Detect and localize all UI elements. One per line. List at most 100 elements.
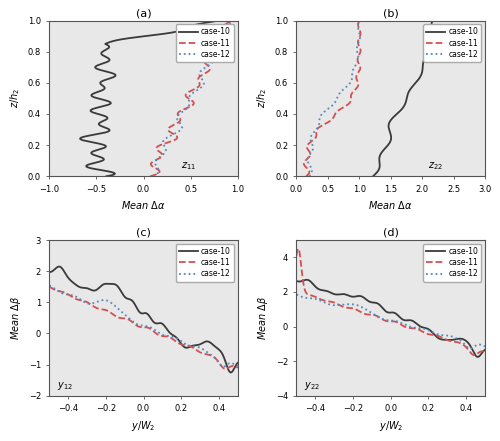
case-12 xyxy=(356,18,362,23)
case-12 xyxy=(158,332,164,337)
case-10 xyxy=(412,81,418,86)
case-11 xyxy=(478,349,484,354)
case-12 xyxy=(406,324,411,329)
X-axis label: Mean $\Delta\alpha$: Mean $\Delta\alpha$ xyxy=(121,199,166,211)
Title: (d): (d) xyxy=(383,228,398,238)
case-11 xyxy=(148,327,154,332)
case-11 xyxy=(294,253,300,258)
case-11 xyxy=(158,333,164,339)
Title: (c): (c) xyxy=(136,228,151,238)
case-11 xyxy=(348,99,354,104)
case-12 xyxy=(148,325,154,330)
Line: case-11: case-11 xyxy=(50,287,238,369)
case-10 xyxy=(384,309,390,314)
Legend: case-10, case-11, case-12: case-10, case-11, case-12 xyxy=(176,24,234,62)
case-10 xyxy=(448,337,454,343)
case-10 xyxy=(216,18,222,23)
case-12 xyxy=(214,46,220,51)
Line: case-10: case-10 xyxy=(50,266,238,373)
case-10 xyxy=(403,99,409,104)
Title: (b): (b) xyxy=(383,8,398,19)
Y-axis label: Mean $\Delta\beta$: Mean $\Delta\beta$ xyxy=(9,296,23,340)
Line: case-11: case-11 xyxy=(296,249,485,355)
case-10 xyxy=(94,90,100,95)
case-11 xyxy=(230,363,236,369)
case-11 xyxy=(186,90,192,95)
case-11 xyxy=(355,81,361,86)
case-11 xyxy=(196,81,202,86)
case-12 xyxy=(201,81,207,86)
Line: case-12: case-12 xyxy=(308,20,360,176)
case-11 xyxy=(384,319,390,324)
case-11 xyxy=(235,365,241,370)
case-12 xyxy=(230,361,236,366)
Line: case-11: case-11 xyxy=(150,20,232,176)
Line: case-10: case-10 xyxy=(373,20,432,176)
case-12 xyxy=(384,318,390,323)
case-12 xyxy=(150,174,156,179)
Y-axis label: $z /h_2$: $z /h_2$ xyxy=(256,88,270,108)
case-10 xyxy=(478,351,484,356)
case-12 xyxy=(346,81,352,86)
case-11 xyxy=(222,366,228,371)
Legend: case-10, case-11, case-12: case-10, case-11, case-12 xyxy=(423,24,481,62)
case-10 xyxy=(406,318,412,323)
case-10 xyxy=(104,174,110,179)
case-12 xyxy=(468,346,473,351)
case-12 xyxy=(192,90,198,95)
X-axis label: Mean $\Delta\alpha$: Mean $\Delta\alpha$ xyxy=(368,199,413,211)
case-10 xyxy=(396,314,402,319)
case-11 xyxy=(406,325,412,331)
case-12 xyxy=(338,90,344,95)
X-axis label: $y/W_2$: $y/W_2$ xyxy=(132,419,156,433)
case-10 xyxy=(304,277,310,282)
case-11 xyxy=(137,325,143,330)
Text: $y_{12}$: $y_{12}$ xyxy=(57,380,72,392)
case-12 xyxy=(186,100,192,105)
case-11 xyxy=(201,351,207,356)
case-12 xyxy=(448,333,454,339)
case-10 xyxy=(294,278,300,284)
case-10 xyxy=(195,22,201,27)
case-11 xyxy=(356,18,362,23)
case-12 xyxy=(383,317,389,322)
case-11 xyxy=(190,100,196,105)
case-12 xyxy=(220,364,226,370)
case-12 xyxy=(332,99,338,104)
case-12 xyxy=(231,18,237,23)
Line: case-12: case-12 xyxy=(153,20,234,176)
Line: case-11: case-11 xyxy=(304,20,360,176)
case-10 xyxy=(426,46,432,51)
case-11 xyxy=(384,318,390,324)
case-12 xyxy=(332,100,338,105)
Text: $z_{22}$: $z_{22}$ xyxy=(428,161,444,172)
case-11 xyxy=(46,284,52,289)
case-11 xyxy=(303,174,309,179)
case-10 xyxy=(235,360,241,366)
case-11 xyxy=(448,339,454,344)
case-11 xyxy=(350,90,356,95)
Title: (a): (a) xyxy=(136,8,152,19)
case-11 xyxy=(355,22,361,27)
Text: $y_{22}$: $y_{22}$ xyxy=(304,380,320,392)
Text: $z_{11}$: $z_{11}$ xyxy=(182,161,196,172)
case-10 xyxy=(406,90,411,95)
Legend: case-10, case-11, case-12: case-10, case-11, case-12 xyxy=(176,244,234,281)
case-11 xyxy=(347,100,353,105)
case-10 xyxy=(228,370,234,375)
case-12 xyxy=(186,99,192,104)
case-12 xyxy=(294,292,300,297)
case-12 xyxy=(225,22,231,27)
Y-axis label: $z /h_2$: $z /h_2$ xyxy=(8,88,22,108)
case-10 xyxy=(46,269,52,275)
case-10 xyxy=(428,22,434,27)
case-12 xyxy=(396,319,402,325)
case-11 xyxy=(229,18,235,23)
case-12 xyxy=(235,363,241,369)
case-11 xyxy=(190,99,196,104)
case-10 xyxy=(136,309,142,314)
case-10 xyxy=(231,366,237,371)
case-11 xyxy=(222,22,228,27)
case-10 xyxy=(430,18,436,23)
X-axis label: $y/W_2$: $y/W_2$ xyxy=(378,419,403,433)
